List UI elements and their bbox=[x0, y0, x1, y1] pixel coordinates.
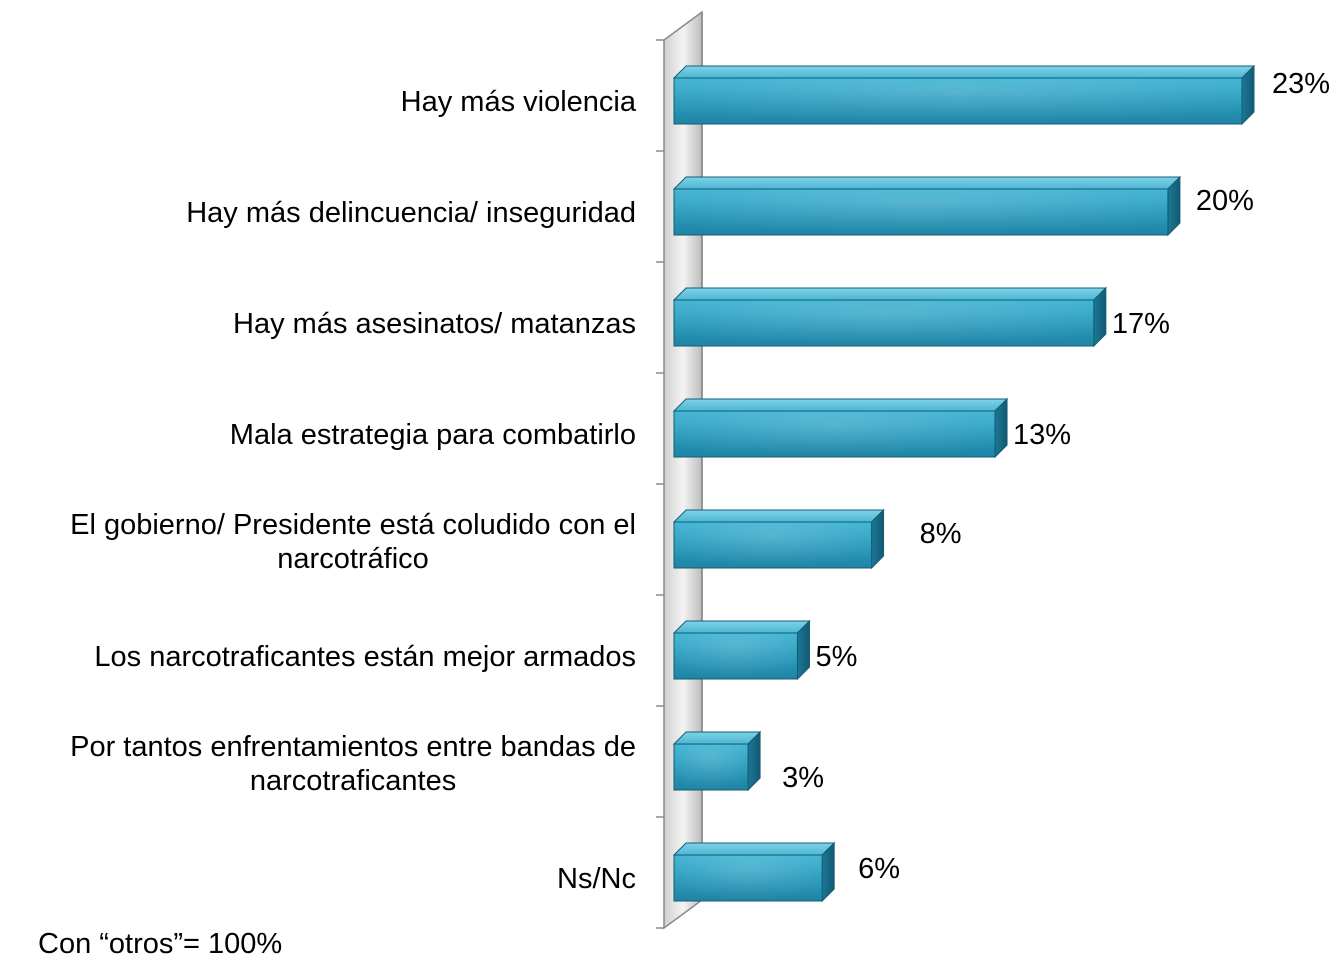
bar-7 bbox=[672, 841, 836, 903]
value-label: 3% bbox=[782, 762, 824, 794]
bar-highlight bbox=[675, 412, 995, 456]
category-label: Ns/Nc bbox=[557, 863, 636, 895]
value-label: 20% bbox=[1196, 185, 1254, 217]
value-label: 17% bbox=[1112, 308, 1170, 340]
category-label: narcotráfico bbox=[277, 543, 429, 575]
bar-top-face bbox=[672, 731, 762, 745]
axis-layer bbox=[656, 10, 703, 930]
bar-highlight bbox=[675, 523, 871, 567]
bar-6 bbox=[672, 730, 762, 792]
bar-top-face bbox=[672, 620, 811, 634]
category-label: Los narcotraficantes están mejor armados bbox=[94, 641, 636, 673]
bar-highlight bbox=[675, 856, 822, 900]
footnote: Con “otros”= 100% bbox=[38, 928, 283, 960]
category-label: Hay más violencia bbox=[401, 86, 637, 118]
bar-highlight bbox=[675, 190, 1167, 234]
bar-top-face bbox=[672, 287, 1108, 301]
bar-1 bbox=[672, 175, 1182, 237]
category-label: El gobierno/ Presidente está coludido co… bbox=[70, 509, 636, 541]
category-label: Hay más asesinatos/ matanzas bbox=[233, 308, 636, 340]
bar-top-face bbox=[672, 509, 885, 523]
bar-3 bbox=[672, 397, 1009, 459]
category-label: narcotraficantes bbox=[250, 765, 456, 797]
bar-top-face bbox=[672, 398, 1009, 412]
value-label: 8% bbox=[920, 518, 962, 550]
bar-5 bbox=[672, 619, 811, 681]
bar-highlight bbox=[675, 301, 1093, 345]
category-label: Por tantos enfrentamientos entre bandas … bbox=[70, 731, 636, 763]
value-label: 13% bbox=[1013, 419, 1071, 451]
labels-layer: 23% Hay más violencia 20% Hay más delincuen… bbox=[70, 68, 1330, 895]
bar-2 bbox=[672, 286, 1108, 348]
bar-top-face bbox=[672, 842, 836, 856]
bar-0 bbox=[672, 64, 1256, 126]
bar-highlight bbox=[675, 79, 1241, 123]
bar-top-face bbox=[672, 176, 1182, 190]
value-label: 23% bbox=[1272, 68, 1330, 100]
bar-4 bbox=[672, 508, 885, 570]
bar-highlight bbox=[675, 745, 748, 789]
bar-top-face bbox=[672, 65, 1256, 79]
axis-wall bbox=[663, 10, 703, 930]
category-label: Mala estrategia para combatirlo bbox=[230, 419, 636, 451]
bar-highlight bbox=[675, 634, 797, 678]
bars-layer bbox=[672, 64, 1256, 903]
category-label: Hay más delincuencia/ inseguridad bbox=[186, 197, 636, 229]
value-label: 5% bbox=[815, 641, 857, 673]
value-label: 6% bbox=[858, 853, 900, 885]
